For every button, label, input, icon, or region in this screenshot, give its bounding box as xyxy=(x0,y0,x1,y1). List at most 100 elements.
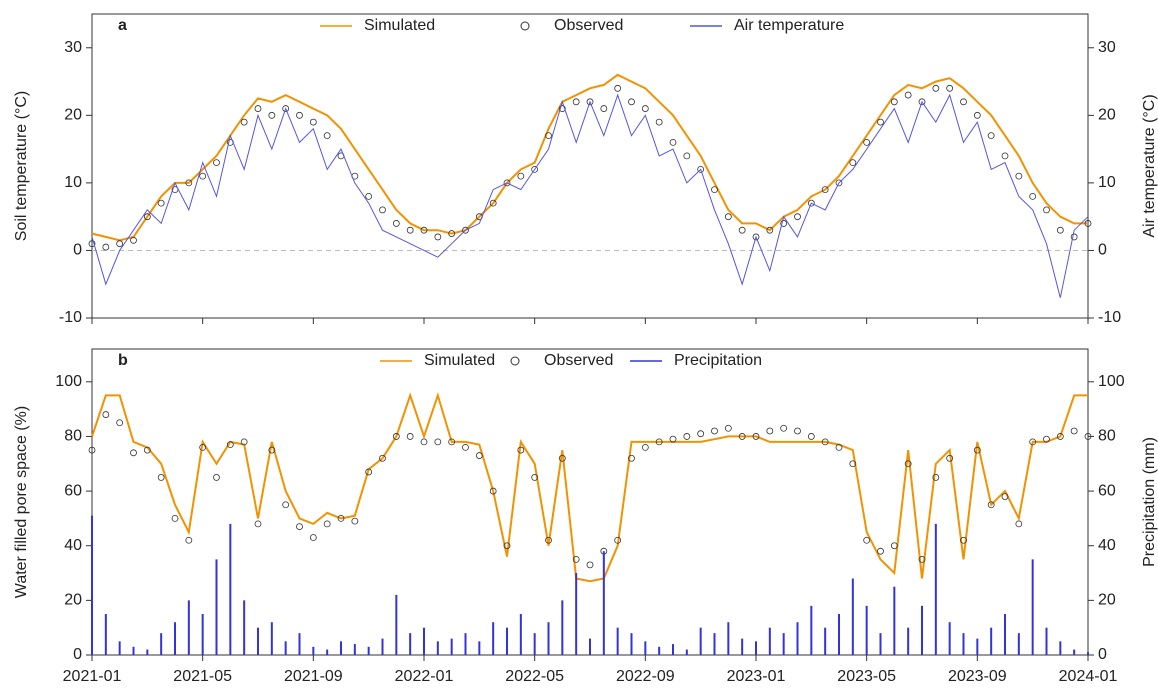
observed-point xyxy=(641,105,649,112)
observed-point xyxy=(531,474,539,481)
observed-point xyxy=(88,446,96,454)
precip-bar xyxy=(672,644,674,655)
observed-point xyxy=(157,199,165,207)
precip-bar xyxy=(879,633,882,655)
precip-bar xyxy=(602,551,605,655)
observed-point xyxy=(309,534,317,541)
precip-bar xyxy=(174,622,176,655)
observed-point xyxy=(199,172,207,180)
observed-point xyxy=(1043,206,1050,214)
observed-point xyxy=(849,159,857,167)
precip-bar xyxy=(755,641,757,655)
observed-point xyxy=(973,446,981,454)
precip-bar xyxy=(1073,649,1076,655)
y2-tick-label: 10 xyxy=(1098,174,1116,191)
observed-point xyxy=(683,152,691,160)
legend-label: Observed xyxy=(554,17,623,34)
precip-bar xyxy=(464,633,467,655)
observed-point xyxy=(434,233,442,241)
observed-point xyxy=(185,179,193,187)
observed-point xyxy=(489,487,497,495)
precip-bar xyxy=(215,559,218,655)
series-line xyxy=(91,73,1088,242)
precip-bar xyxy=(436,641,439,655)
observed-point xyxy=(379,454,386,462)
observed-point xyxy=(738,226,746,234)
y2-tick-label: -10 xyxy=(1098,309,1121,326)
x-tick-label: 2024-01 xyxy=(1059,668,1118,685)
observed-point xyxy=(890,98,898,106)
observed-point xyxy=(448,230,456,237)
y-tick-label: 20 xyxy=(64,107,82,124)
precip-bar xyxy=(298,633,301,655)
observed-point xyxy=(683,433,691,440)
observed-point xyxy=(448,438,456,446)
precip-bar xyxy=(921,605,923,655)
x-tick-label: 2023-01 xyxy=(727,668,786,685)
observed-point xyxy=(406,226,414,234)
observed-point xyxy=(669,435,677,443)
y2-axis-label: Air temperature (°C) xyxy=(1141,94,1158,237)
observed-point xyxy=(268,111,276,119)
observed-point xyxy=(821,438,829,446)
observed-point xyxy=(586,561,594,569)
observed-point xyxy=(863,536,871,544)
observed-point xyxy=(586,98,594,106)
legend-label: Air temperature xyxy=(734,17,844,34)
x-tick-label: 2021-01 xyxy=(63,668,122,685)
observed-point xyxy=(558,454,566,462)
observed-point xyxy=(572,98,580,106)
observed-point xyxy=(296,523,303,530)
observed-point xyxy=(1084,220,1092,227)
observed-point xyxy=(185,536,193,544)
observed-point xyxy=(752,233,760,241)
precip-bar xyxy=(1045,627,1048,655)
observed-point xyxy=(1070,427,1078,435)
precip-bar xyxy=(713,633,716,655)
precip-bar xyxy=(423,627,425,655)
precip-bar xyxy=(1017,633,1020,655)
x-tick-label: 2022-05 xyxy=(505,668,564,685)
observed-point xyxy=(434,438,442,446)
observed-point xyxy=(171,514,179,522)
y-tick-label: 100 xyxy=(55,373,82,390)
y2-tick-label: 30 xyxy=(1098,39,1116,56)
precip-bar xyxy=(201,614,204,655)
observed-point xyxy=(240,438,248,446)
y2-tick-label: 20 xyxy=(1098,592,1116,609)
observed-point xyxy=(143,213,151,221)
observed-point xyxy=(932,84,940,92)
observed-point xyxy=(1001,152,1009,160)
precip-bar xyxy=(782,633,785,655)
observed-point xyxy=(462,443,469,451)
observed-point xyxy=(1015,520,1023,528)
observed-point xyxy=(794,213,801,221)
legend-label: Simulated xyxy=(364,17,435,34)
observed-point xyxy=(711,427,718,435)
observed-point xyxy=(517,446,525,454)
precip-bar xyxy=(976,638,979,655)
observed-point xyxy=(1015,172,1023,180)
precip-bar xyxy=(727,622,730,655)
observed-point xyxy=(1029,438,1037,446)
observed-point xyxy=(1056,433,1064,440)
precip-bar xyxy=(1004,614,1006,655)
precip-bar xyxy=(907,627,910,655)
precip-bar xyxy=(893,586,896,655)
y2-tick-label: 80 xyxy=(1098,428,1116,445)
observed-point xyxy=(960,536,967,544)
precip-bar xyxy=(547,622,550,655)
y-tick-label: 30 xyxy=(64,39,82,56)
observed-point xyxy=(88,240,96,248)
precip-bar xyxy=(353,644,356,655)
y2-tick-label: 100 xyxy=(1098,373,1125,390)
observed-point xyxy=(918,98,926,106)
y-tick-label: 20 xyxy=(64,592,82,609)
precip-bar xyxy=(506,627,508,655)
observed-point xyxy=(890,542,898,550)
observed-point xyxy=(475,452,483,459)
y-tick-label: 60 xyxy=(64,482,82,499)
precip-bar xyxy=(934,523,937,655)
observed-point xyxy=(655,118,663,126)
observed-point xyxy=(282,105,290,112)
